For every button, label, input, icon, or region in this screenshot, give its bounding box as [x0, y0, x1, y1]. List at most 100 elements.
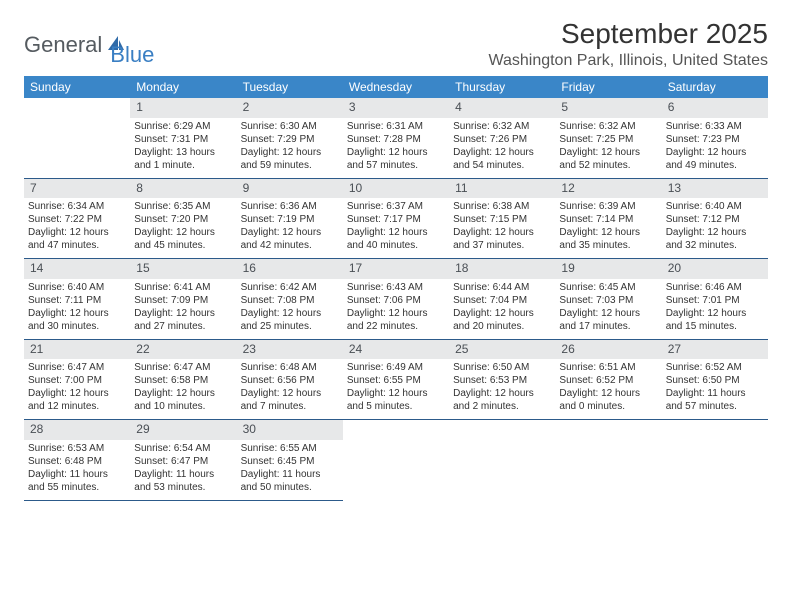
- daylight-text: Daylight: 13 hours and 1 minute.: [134, 146, 232, 172]
- day-number-cell: 17: [343, 259, 449, 279]
- sunset-text: Sunset: 6:45 PM: [241, 455, 339, 468]
- sunrise-text: Sunrise: 6:35 AM: [134, 200, 232, 213]
- day-number-cell: 3: [343, 98, 449, 118]
- day-detail-cell: Sunrise: 6:36 AMSunset: 7:19 PMDaylight:…: [237, 198, 343, 259]
- sunrise-text: Sunrise: 6:50 AM: [453, 361, 551, 374]
- day-detail-cell: Sunrise: 6:52 AMSunset: 6:50 PMDaylight:…: [662, 359, 768, 420]
- sunset-text: Sunset: 7:11 PM: [28, 294, 126, 307]
- day-number-cell: 30: [237, 420, 343, 440]
- daylight-text: Daylight: 12 hours and 32 minutes.: [666, 226, 764, 252]
- sunset-text: Sunset: 7:22 PM: [28, 213, 126, 226]
- daylight-text: Daylight: 12 hours and 37 minutes.: [453, 226, 551, 252]
- day-number-cell: 5: [555, 98, 661, 118]
- sunset-text: Sunset: 7:04 PM: [453, 294, 551, 307]
- sunrise-text: Sunrise: 6:38 AM: [453, 200, 551, 213]
- day-detail-cell: Sunrise: 6:55 AMSunset: 6:45 PMDaylight:…: [237, 440, 343, 501]
- sunset-text: Sunset: 6:52 PM: [559, 374, 657, 387]
- daylight-text: Daylight: 12 hours and 52 minutes.: [559, 146, 657, 172]
- day-detail-cell: Sunrise: 6:40 AMSunset: 7:12 PMDaylight:…: [662, 198, 768, 259]
- sunrise-text: Sunrise: 6:48 AM: [241, 361, 339, 374]
- day-number-cell: 12: [555, 178, 661, 198]
- sunrise-text: Sunrise: 6:40 AM: [28, 281, 126, 294]
- day-number-cell: [662, 420, 768, 440]
- day-detail-cell: Sunrise: 6:30 AMSunset: 7:29 PMDaylight:…: [237, 118, 343, 179]
- day-number-cell: 1: [130, 98, 236, 118]
- day-number-cell: 16: [237, 259, 343, 279]
- day-detail-cell: Sunrise: 6:31 AMSunset: 7:28 PMDaylight:…: [343, 118, 449, 179]
- day-detail-cell: Sunrise: 6:37 AMSunset: 7:17 PMDaylight:…: [343, 198, 449, 259]
- weekday-header: Friday: [555, 76, 661, 98]
- day-detail-cell: Sunrise: 6:32 AMSunset: 7:26 PMDaylight:…: [449, 118, 555, 179]
- day-number-row: 123456: [24, 98, 768, 118]
- sunrise-text: Sunrise: 6:37 AM: [347, 200, 445, 213]
- daylight-text: Daylight: 12 hours and 17 minutes.: [559, 307, 657, 333]
- sunrise-text: Sunrise: 6:44 AM: [453, 281, 551, 294]
- day-detail-cell: Sunrise: 6:48 AMSunset: 6:56 PMDaylight:…: [237, 359, 343, 420]
- day-number-cell: 7: [24, 178, 130, 198]
- header: General Blue September 2025 Washington P…: [24, 18, 768, 70]
- day-number-cell: 26: [555, 339, 661, 359]
- day-number-cell: 14: [24, 259, 130, 279]
- sunset-text: Sunset: 7:06 PM: [347, 294, 445, 307]
- sunset-text: Sunset: 7:26 PM: [453, 133, 551, 146]
- daylight-text: Daylight: 12 hours and 15 minutes.: [666, 307, 764, 333]
- day-number-cell: [343, 420, 449, 440]
- sunrise-text: Sunrise: 6:49 AM: [347, 361, 445, 374]
- sunrise-text: Sunrise: 6:32 AM: [453, 120, 551, 133]
- day-number-cell: [449, 420, 555, 440]
- sunset-text: Sunset: 7:29 PM: [241, 133, 339, 146]
- sunset-text: Sunset: 7:14 PM: [559, 213, 657, 226]
- daylight-text: Daylight: 12 hours and 22 minutes.: [347, 307, 445, 333]
- calendar-table: Sunday Monday Tuesday Wednesday Thursday…: [24, 76, 768, 501]
- day-number-row: 282930: [24, 420, 768, 440]
- day-detail-cell: Sunrise: 6:45 AMSunset: 7:03 PMDaylight:…: [555, 279, 661, 340]
- day-number-cell: [555, 420, 661, 440]
- day-detail-cell: [343, 440, 449, 501]
- sunrise-text: Sunrise: 6:51 AM: [559, 361, 657, 374]
- sunset-text: Sunset: 6:47 PM: [134, 455, 232, 468]
- sunrise-text: Sunrise: 6:30 AM: [241, 120, 339, 133]
- sunset-text: Sunset: 7:25 PM: [559, 133, 657, 146]
- day-number-cell: 18: [449, 259, 555, 279]
- day-number-cell: 25: [449, 339, 555, 359]
- day-detail-cell: [662, 440, 768, 501]
- weekday-header: Tuesday: [237, 76, 343, 98]
- sunrise-text: Sunrise: 6:40 AM: [666, 200, 764, 213]
- day-detail-row: Sunrise: 6:53 AMSunset: 6:48 PM Daylight:…: [24, 440, 768, 501]
- day-detail-cell: Sunrise: 6:39 AMSunset: 7:14 PMDaylight:…: [555, 198, 661, 259]
- weekday-header: Thursday: [449, 76, 555, 98]
- day-number-cell: 13: [662, 178, 768, 198]
- daylight-text: Daylight: 12 hours and 54 minutes.: [453, 146, 551, 172]
- day-number-cell: 2: [237, 98, 343, 118]
- daylight-text: Daylight: 12 hours and 25 minutes.: [241, 307, 339, 333]
- sunset-text: Sunset: 7:08 PM: [241, 294, 339, 307]
- day-detail-cell: Sunrise: 6:42 AMSunset: 7:08 PMDaylight:…: [237, 279, 343, 340]
- sunset-text: Sunset: 7:23 PM: [666, 133, 764, 146]
- day-detail-cell: Sunrise: 6:46 AMSunset: 7:01 PMDaylight:…: [662, 279, 768, 340]
- sunset-text: Sunset: 7:12 PM: [666, 213, 764, 226]
- day-detail-cell: Sunrise: 6:43 AMSunset: 7:06 PMDaylight:…: [343, 279, 449, 340]
- daylight-text: Daylight: 12 hours and 59 minutes.: [241, 146, 339, 172]
- day-detail-cell: Sunrise: 6:47 AMSunset: 7:00 PMDaylight:…: [24, 359, 130, 420]
- sunrise-text: Sunrise: 6:52 AM: [666, 361, 764, 374]
- daylight-text: Daylight: 12 hours and 35 minutes.: [559, 226, 657, 252]
- sunset-text: Sunset: 6:53 PM: [453, 374, 551, 387]
- sunrise-text: Sunrise: 6:53 AM: [28, 442, 126, 455]
- sunset-text: Sunset: 7:01 PM: [666, 294, 764, 307]
- day-detail-cell: Sunrise: 6:34 AMSunset: 7:22 PMDaylight:…: [24, 198, 130, 259]
- daylight-text: Daylight: 12 hours and 0 minutes.: [559, 387, 657, 413]
- sunrise-text: Sunrise: 6:34 AM: [28, 200, 126, 213]
- daylight-text: Daylight: 11 hours and 57 minutes.: [666, 387, 764, 413]
- logo: General Blue: [24, 22, 154, 68]
- sunset-text: Sunset: 6:48 PM: [28, 455, 126, 468]
- daylight-text: Daylight: 11 hours and 50 minutes.: [241, 468, 339, 494]
- day-number-cell: 9: [237, 178, 343, 198]
- day-detail-cell: Sunrise: 6:50 AMSunset: 6:53 PMDaylight:…: [449, 359, 555, 420]
- day-number-cell: 8: [130, 178, 236, 198]
- day-number-cell: 27: [662, 339, 768, 359]
- sunset-text: Sunset: 7:09 PM: [134, 294, 232, 307]
- sunset-text: Sunset: 6:50 PM: [666, 374, 764, 387]
- day-number-cell: 15: [130, 259, 236, 279]
- day-detail-cell: Sunrise: 6:38 AMSunset: 7:15 PMDaylight:…: [449, 198, 555, 259]
- logo-text-general: General: [24, 32, 102, 58]
